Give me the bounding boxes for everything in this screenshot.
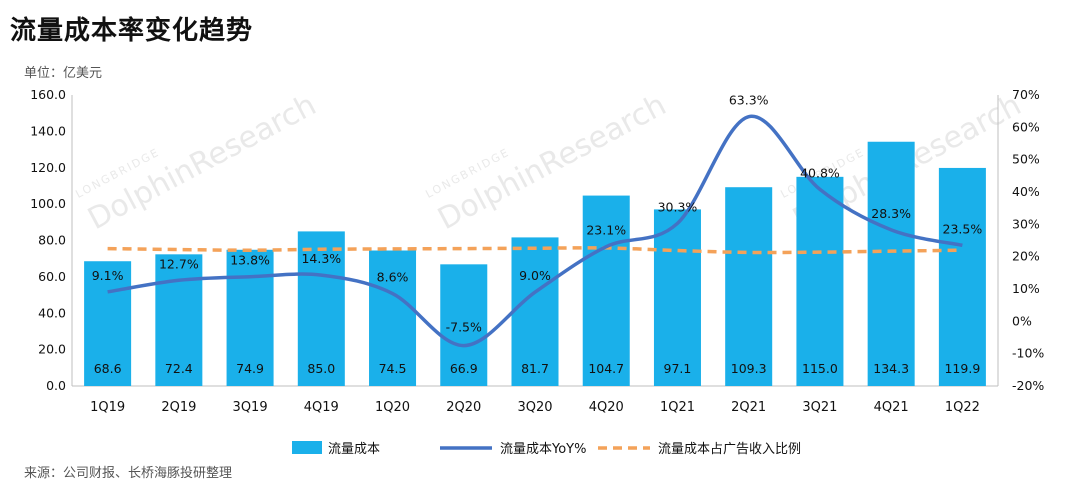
bar-value-label: 74.9 [236,361,264,376]
x-tick-label: 3Q20 [517,400,552,415]
yoy-value-label: 23.1% [586,223,626,238]
bar-value-label: 115.0 [802,361,838,376]
y-right-tick-label: 20% [1012,249,1040,264]
legend-label-yoy: 流量成本YoY% [500,442,586,457]
bar-value-label: 68.6 [94,361,122,376]
bar-value-label: 134.3 [873,361,909,376]
labels: 68.6 72.4 74.9 85.0 74.5 66.9 81.7 104.7 97.1 109… [92,93,983,376]
y-left-tick-label: 100.0 [30,196,66,211]
legend-swatch-bar [292,441,322,454]
x-tick-label: 1Q21 [660,400,695,415]
y-right-tick-label: 40% [1012,184,1040,199]
legend-label-bar: 流量成本 [328,442,380,457]
bar-2Q21 [725,187,773,386]
bar-value-label: 66.9 [450,361,478,376]
x-tick-label: 2Q21 [731,400,766,415]
watermark-brand-large: DolphinResearch [82,87,322,237]
x-tick-label: 4Q19 [304,400,339,415]
yoy-value-label: -7.5% [446,320,482,335]
bar-value-label: 81.7 [521,361,549,376]
bar-value-label: 119.9 [944,361,980,376]
y-left-tick-label: 120.0 [30,160,66,175]
line-yoy [107,114,963,348]
x-tick-label: 2Q19 [161,400,196,415]
bar-4Q19 [297,231,345,386]
unit-label: 单位：亿美元 [24,66,103,81]
source-note: 来源：公司财报、长桥海豚投研整理 [24,466,233,481]
bar-1Q21 [653,209,701,386]
y-left-tick-label: 80.0 [38,233,66,248]
x-tick-label: 1Q22 [945,400,980,415]
yoy-value-label: 12.7% [159,256,199,271]
y-left-tick-label: 60.0 [38,269,66,284]
y-left-tick-label: 160.0 [30,87,66,102]
bar-3Q21 [796,176,844,386]
yoy-value-label: 30.3% [658,199,698,214]
bars [84,141,986,386]
bar-4Q20 [582,195,630,386]
bar-value-label: 85.0 [307,361,335,376]
y-right-tick-label: -10% [1012,346,1044,361]
yoy-value-label: 9.1% [92,268,124,283]
y-left-tick-label: 0.0 [46,378,66,393]
legend-label-ratio: 流量成本占广告收入比例 [658,442,801,457]
y-right-tick-label: 30% [1012,216,1040,231]
y-right-tick-label: -20% [1012,378,1044,393]
bar-1Q19 [84,261,132,386]
bar-2Q20 [440,264,488,386]
chart-title: 流量成本率变化趋势 [10,16,254,46]
y-right-tick-label: 0% [1012,313,1032,328]
yoy-value-label: 40.8% [800,165,840,180]
yoy-value-label: 13.8% [230,253,270,268]
y-left-tick-label: 40.0 [38,305,66,320]
x-tick-label: 2Q20 [446,400,481,415]
x-tick-label: 3Q19 [233,400,268,415]
bar-value-label: 72.4 [165,361,193,376]
bar-3Q20 [511,237,559,386]
x-tick-label: 4Q20 [589,400,624,415]
y-right-tick-label: 10% [1012,281,1040,296]
axes: 0.0 20.0 40.0 60.0 80.0 100.0 120.0 140.0 160.0 -… [30,87,1044,415]
legend-item-ratio: 流量成本占广告收入比例 [598,442,801,457]
yoy-value-label: 14.3% [301,251,341,266]
bar-3Q19 [226,249,274,386]
y-right-tick-label: 70% [1012,87,1040,102]
lines [107,114,963,348]
bar-value-label: 74.5 [379,361,407,376]
yoy-value-label: 9.0% [519,268,551,283]
yoy-value-label: 23.5% [943,221,983,236]
x-tick-label: 3Q21 [802,400,837,415]
yoy-value-label: 63.3% [729,93,769,108]
bar-4Q21 [867,141,915,386]
bar-value-label: 97.1 [664,361,692,376]
watermark-brand-large: DolphinResearch [432,87,672,237]
legend-item-bar: 流量成本 [292,441,380,457]
legend: 流量成本 流量成本YoY% 流量成本占广告收入比例 [292,441,801,457]
y-left-tick-label: 20.0 [38,342,66,357]
legend-item-yoy: 流量成本YoY% [440,442,586,457]
y-right-tick-label: 60% [1012,119,1040,134]
bar-value-label: 104.7 [588,361,624,376]
y-left-tick-label: 140.0 [30,123,66,138]
bar-1Q22 [938,167,986,386]
x-tick-label: 4Q21 [874,400,909,415]
x-tick-label: 1Q20 [375,400,410,415]
line-ad-revenue-ratio [107,246,963,255]
yoy-value-label: 8.6% [377,270,409,285]
y-right-tick-label: 50% [1012,152,1040,167]
bar-value-label: 109.3 [731,361,767,376]
bar-1Q20 [369,250,417,386]
yoy-value-label: 28.3% [871,206,911,221]
x-tick-label: 1Q19 [90,400,125,415]
bar-2Q19 [155,254,203,386]
